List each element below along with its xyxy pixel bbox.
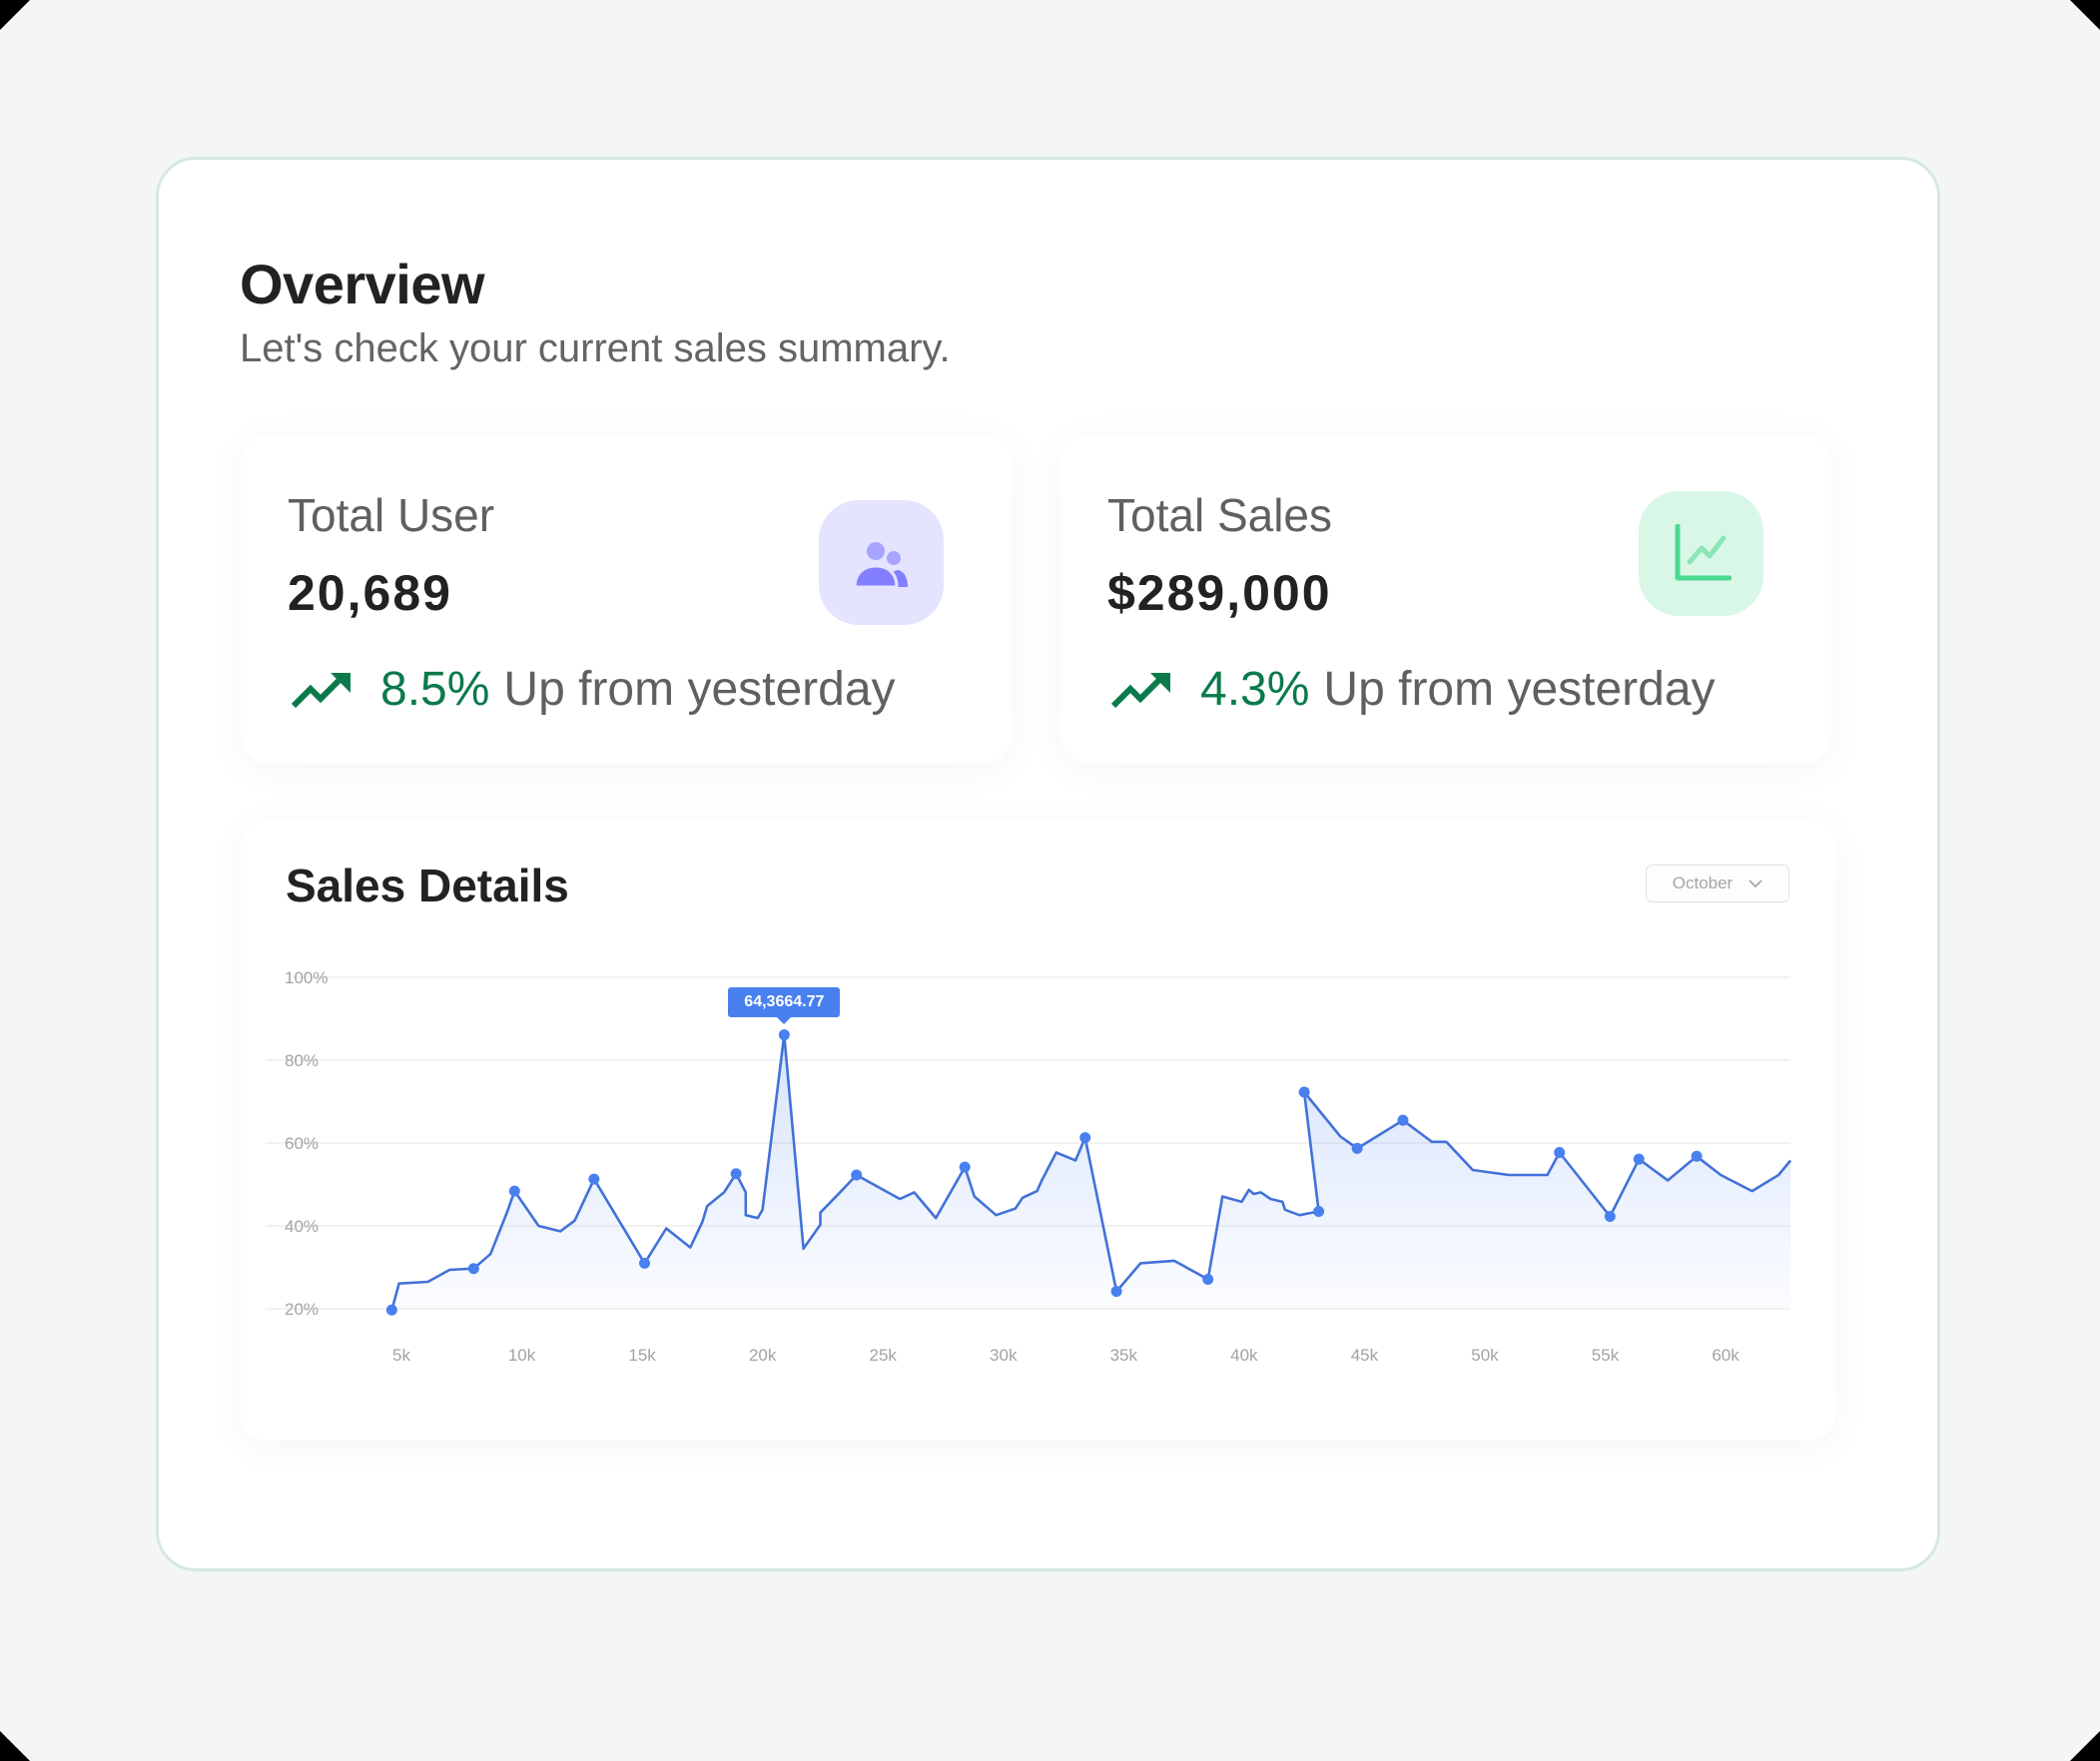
data-point-marker[interactable] bbox=[1298, 1086, 1310, 1098]
screen-corner bbox=[0, 1731, 30, 1761]
y-axis-labels: 20% 40% 60% 80% 100% bbox=[285, 968, 328, 1319]
trend-percent: 4.3% bbox=[1200, 663, 1310, 716]
line-chart-icon-box bbox=[1639, 491, 1763, 616]
chart-tooltip: 64,3664.77 bbox=[728, 986, 841, 1024]
x-axis-label: 50k bbox=[1471, 1346, 1499, 1365]
line-chart-icon bbox=[1675, 523, 1732, 580]
x-axis-label: 30k bbox=[990, 1346, 1018, 1365]
x-axis-label: 55k bbox=[1592, 1346, 1620, 1365]
data-point-marker[interactable] bbox=[778, 1029, 790, 1041]
data-point-marker[interactable] bbox=[1351, 1142, 1363, 1154]
trend-text: Up from yesterday bbox=[503, 663, 896, 716]
sales-details-card: Sales Details October 20% 40% 60% 80% 100% 5… bbox=[241, 821, 1835, 1441]
stat-value: 20,689 bbox=[288, 565, 452, 621]
screen-corner bbox=[2070, 1731, 2100, 1761]
data-point-marker[interactable] bbox=[1110, 1286, 1122, 1298]
x-axis-label: 20k bbox=[749, 1346, 777, 1365]
x-axis-label: 10k bbox=[508, 1346, 536, 1365]
trending-up-icon bbox=[1110, 672, 1170, 708]
x-axis-label: 5k bbox=[392, 1346, 410, 1365]
users-icon-box bbox=[819, 500, 944, 625]
screen-corner bbox=[0, 0, 30, 30]
screen-corner bbox=[2070, 0, 2100, 30]
y-axis-label: 60% bbox=[285, 1134, 319, 1153]
x-axis-label: 15k bbox=[628, 1346, 656, 1365]
data-point-marker[interactable] bbox=[851, 1169, 863, 1181]
data-point-marker[interactable] bbox=[639, 1257, 651, 1269]
x-axis-label: 60k bbox=[1712, 1346, 1740, 1365]
data-point-marker[interactable] bbox=[1397, 1114, 1409, 1126]
x-axis-label: 45k bbox=[1351, 1346, 1379, 1365]
y-axis-label: 20% bbox=[285, 1300, 319, 1319]
trending-up-icon bbox=[291, 672, 350, 708]
chart-markers bbox=[385, 1029, 1703, 1316]
month-select-dropdown[interactable]: October bbox=[1646, 865, 1789, 902]
data-point-marker[interactable] bbox=[1202, 1274, 1214, 1286]
page-title: Overview bbox=[240, 253, 485, 315]
data-point-marker[interactable] bbox=[1691, 1150, 1703, 1162]
chart-line bbox=[390, 1033, 1792, 1311]
data-point-marker[interactable] bbox=[588, 1173, 600, 1185]
data-point-marker[interactable] bbox=[1604, 1210, 1616, 1222]
data-point-marker[interactable] bbox=[467, 1263, 479, 1275]
y-axis-label: 80% bbox=[285, 1051, 319, 1070]
x-axis-labels: 5k 10k 15k 20k 25k 30k 35k 40k 45k 50k 55k 60k bbox=[392, 1346, 1740, 1365]
stat-value: $289,000 bbox=[1107, 565, 1332, 621]
data-point-marker[interactable] bbox=[1313, 1205, 1325, 1217]
stat-label: Total Sales bbox=[1107, 489, 1333, 541]
sales-line-chart[interactable]: 20% 40% 60% 80% 100% 5k 10k 15k 20k 25k 30k 35k 40k… bbox=[241, 821, 1835, 1441]
data-point-marker[interactable] bbox=[1633, 1153, 1645, 1165]
x-axis-label: 35k bbox=[1110, 1346, 1138, 1365]
data-point-marker[interactable] bbox=[959, 1161, 971, 1173]
data-point-marker[interactable] bbox=[508, 1185, 520, 1197]
y-axis-label: 100% bbox=[285, 968, 328, 987]
chart-title: Sales Details bbox=[286, 860, 569, 911]
x-axis-label: 25k bbox=[869, 1346, 897, 1365]
trend-percent: 8.5% bbox=[380, 663, 490, 716]
page-subtitle: Let's check your current sales summary. bbox=[240, 326, 951, 370]
trend-text: Up from yesterday bbox=[1323, 663, 1716, 716]
month-select-value: October bbox=[1672, 874, 1734, 892]
data-point-marker[interactable] bbox=[1079, 1132, 1091, 1144]
y-axis-label: 40% bbox=[285, 1217, 319, 1236]
data-point-marker[interactable] bbox=[385, 1304, 397, 1316]
stat-label: Total User bbox=[288, 489, 495, 541]
stat-card-total-sales: Total Sales $289,000 4.3% Up from yester… bbox=[1060, 434, 1831, 764]
data-point-marker[interactable] bbox=[730, 1168, 742, 1180]
data-point-marker[interactable] bbox=[1554, 1147, 1566, 1159]
trend-indicator: 8.5% Up from yesterday bbox=[291, 662, 896, 717]
chevron-down-icon bbox=[1749, 879, 1762, 887]
stat-card-total-user: Total User 20,689 8.5% Up from yesterday bbox=[241, 434, 1012, 764]
x-axis-label: 40k bbox=[1230, 1346, 1258, 1365]
trend-indicator: 4.3% Up from yesterday bbox=[1110, 662, 1716, 717]
users-icon bbox=[853, 541, 908, 587]
